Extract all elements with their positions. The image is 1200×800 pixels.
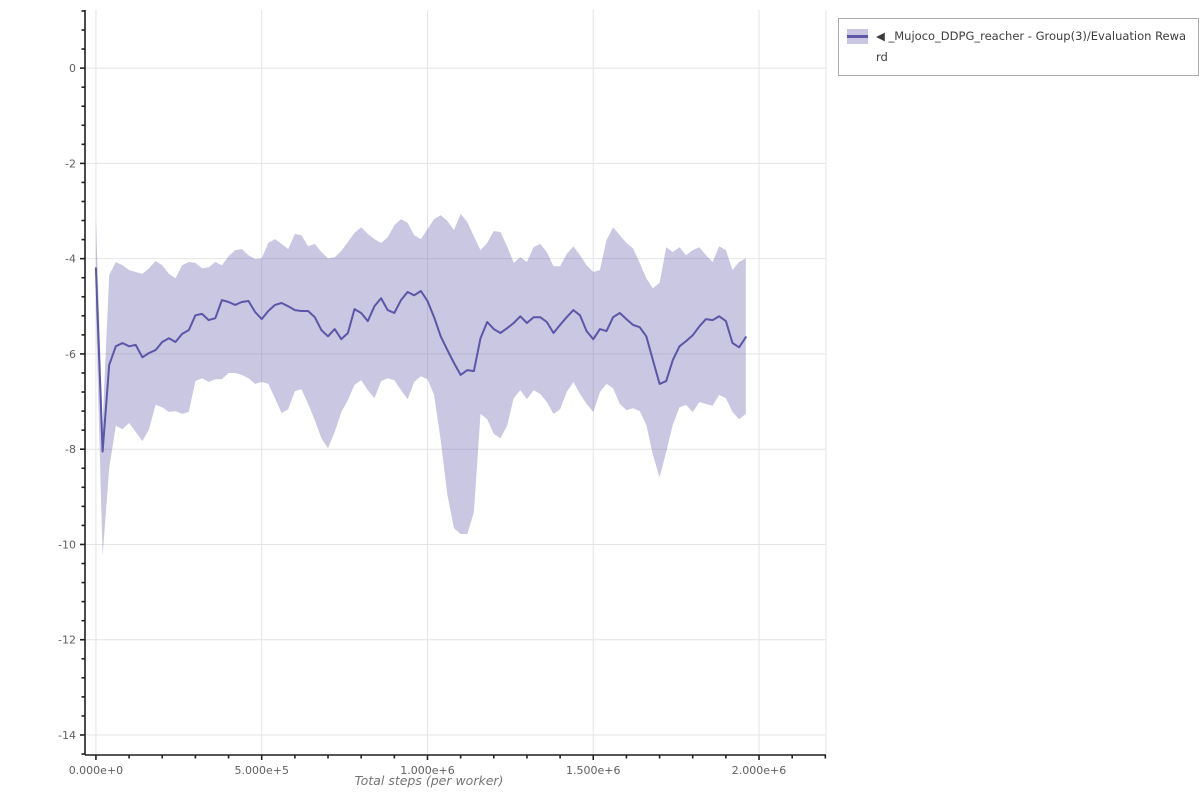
y-tick-label: -6 (65, 348, 76, 361)
x-tick-labels: 0.000e+0 5.000e+5 1.000e+6 1.500e+6 2.000e+6 (69, 764, 787, 777)
legend-band-swatch-icon (847, 29, 868, 44)
y-tick-label: -10 (58, 538, 76, 551)
y-tick-labels: 0 -2 -4 -6 -8 -10 -12 -14 (58, 62, 76, 742)
y-tick-label: 0 (69, 62, 76, 75)
x-tick-label: 0.000e+0 (69, 764, 123, 777)
y-tick-label: -14 (58, 729, 76, 742)
confidence-band (95, 213, 746, 556)
y-tick-label: -8 (65, 443, 76, 456)
legend: ◀ _Mujoco_DDPG_reacher - Group(3)/Evalua… (838, 18, 1199, 76)
mean-line (94, 267, 747, 453)
x-tick-label: 1.500e+6 (566, 764, 620, 777)
x-tick-label: 1.000e+6 (400, 764, 454, 777)
legend-line-swatch-icon (847, 35, 868, 38)
y-tick-label: -2 (65, 157, 76, 170)
y-tick-label: -4 (65, 253, 76, 266)
legend-label: ◀ _Mujoco_DDPG_reacher - Group(3)/Evalua… (876, 29, 1187, 64)
x-tick-label: 2.000e+6 (732, 764, 786, 777)
x-axis-title: Total steps (per worker) (354, 773, 504, 788)
grid-lines (85, 10, 827, 755)
y-axis-ticks (80, 10, 85, 755)
legend-item[interactable]: ◀ _Mujoco_DDPG_reacher - Group(3)/Evalua… (847, 26, 1190, 68)
x-axis-ticks (95, 755, 827, 760)
axes (84, 10, 826, 756)
y-tick-label: -12 (58, 634, 76, 647)
x-tick-label: 5.000e+5 (234, 764, 288, 777)
